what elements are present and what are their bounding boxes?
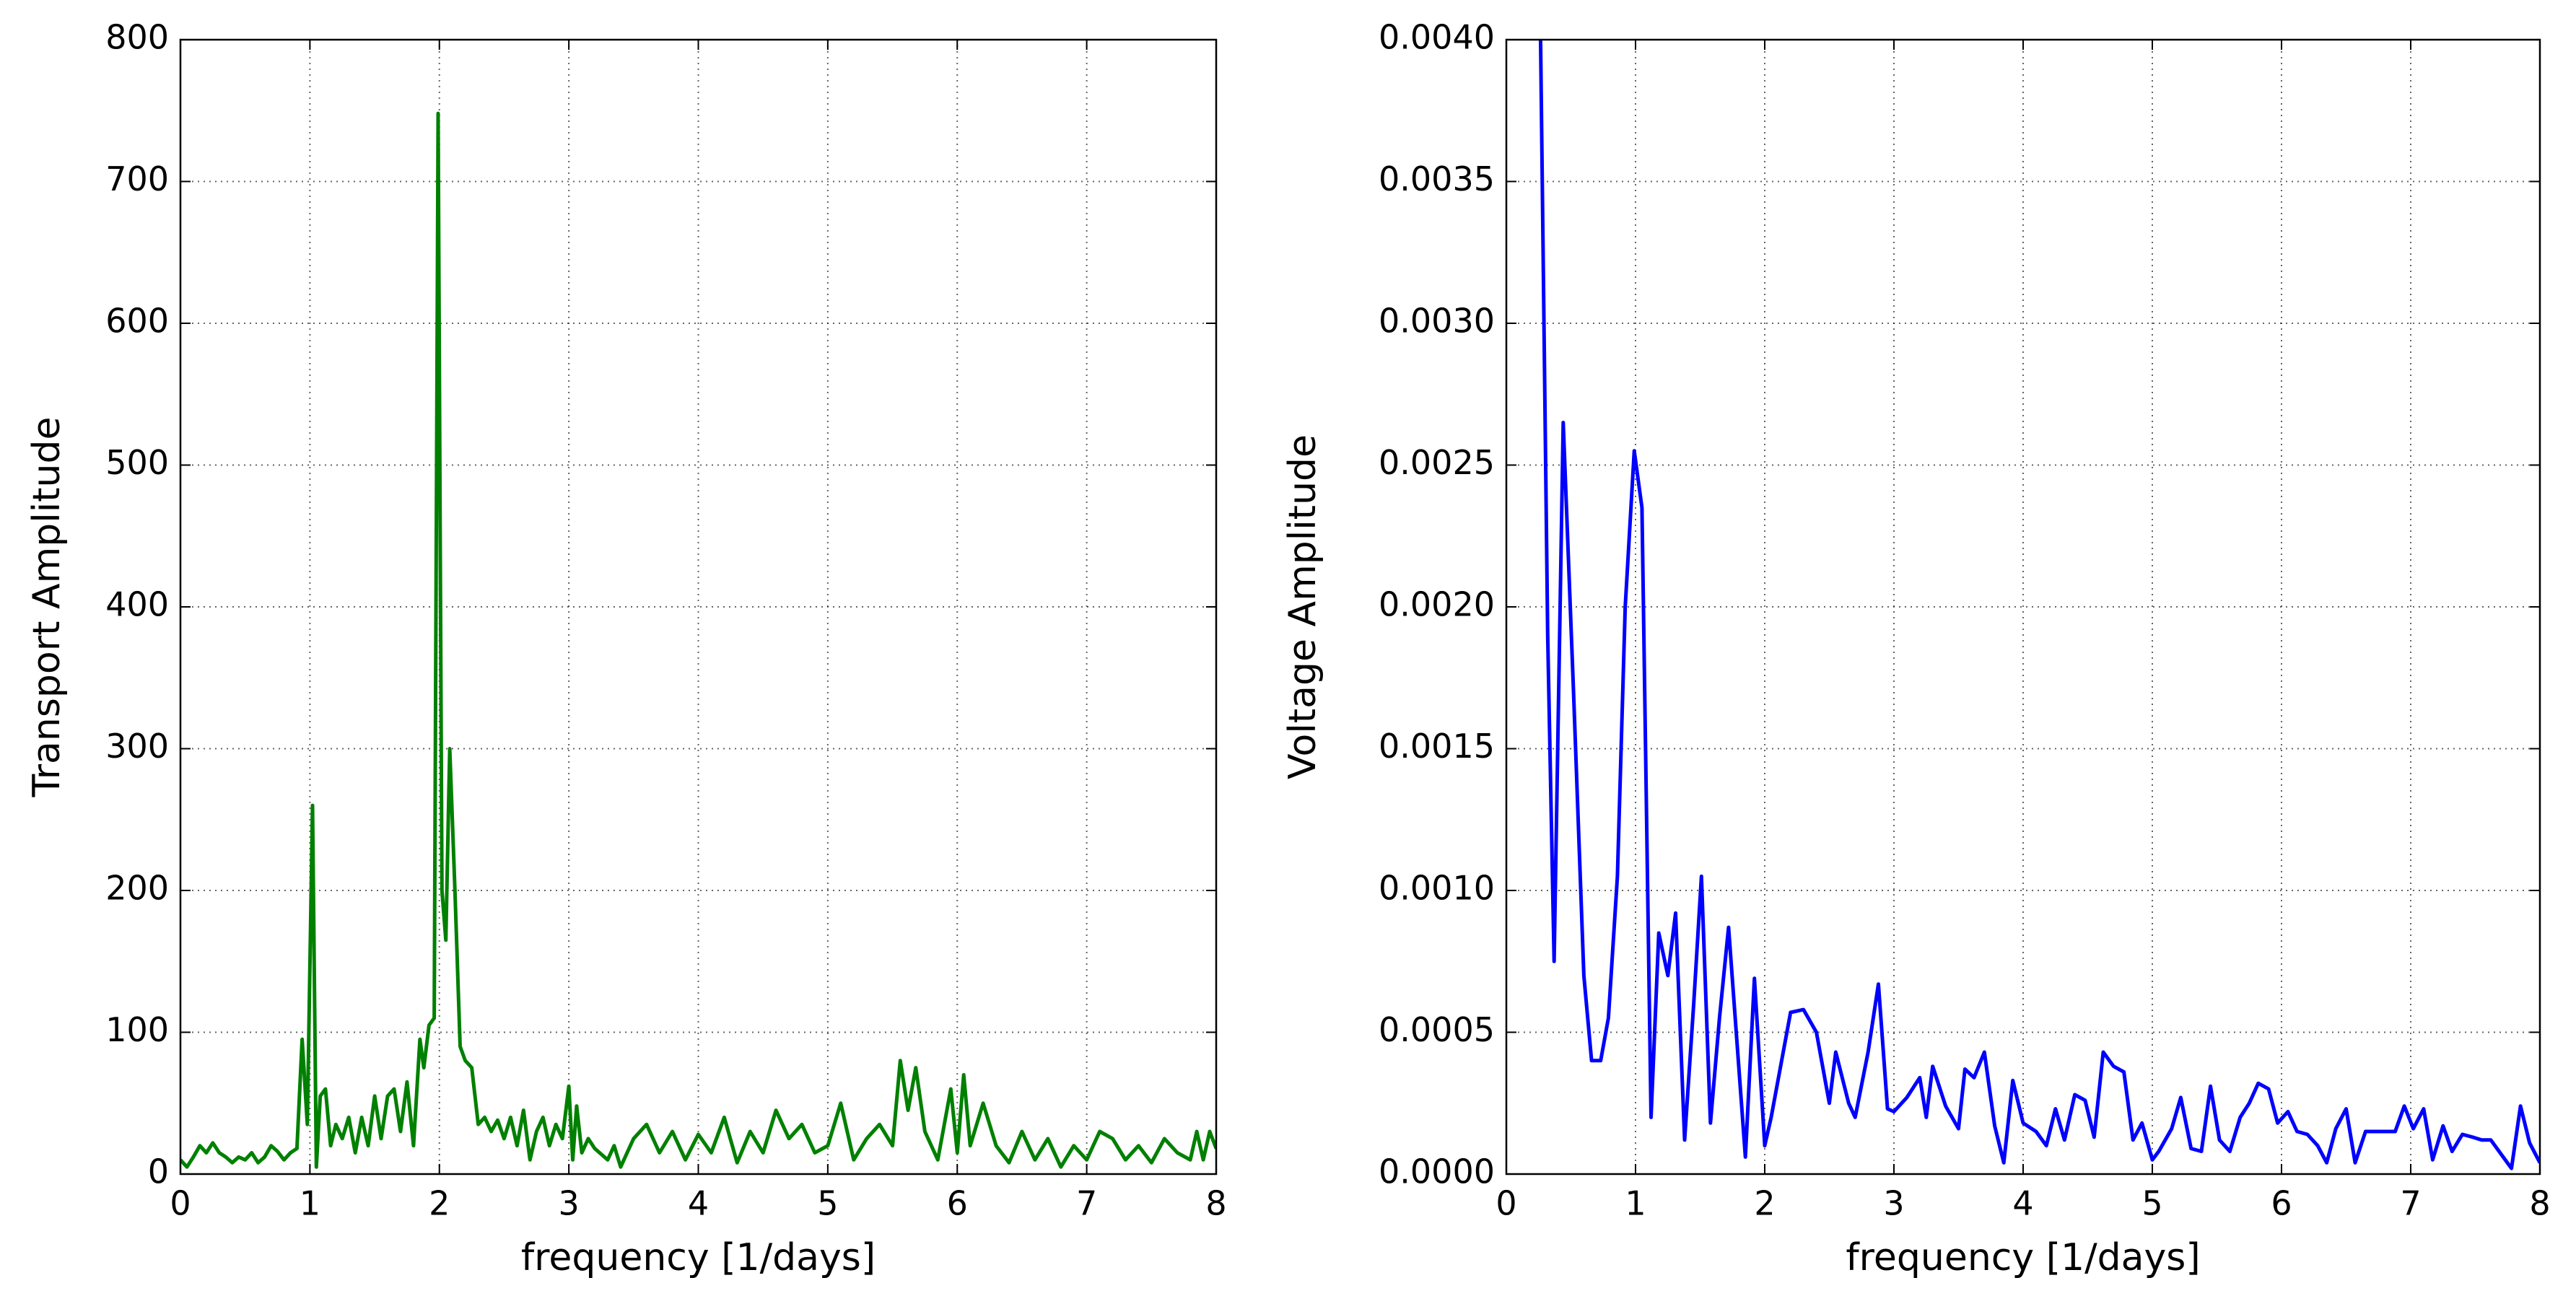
y-tick-label: 800 <box>105 18 169 57</box>
y-tick-label: 400 <box>105 585 169 624</box>
x-tick-label: 7 <box>1076 1184 1097 1223</box>
y-axis-label: Voltage Amplitude <box>1281 434 1324 779</box>
y-tick-label: 200 <box>105 869 169 908</box>
x-tick-label: 1 <box>300 1184 320 1223</box>
y-tick-label: 300 <box>105 727 169 766</box>
x-tick-label: 8 <box>2529 1184 2550 1223</box>
x-tick-label: 4 <box>2012 1184 2033 1223</box>
plot-frame <box>1505 38 2541 1176</box>
data-line <box>1538 40 2540 1170</box>
plot: 0 100 200 300 400 500 600 700 800 0 1 2 3 4 5 6 7 8 freque… <box>25 18 1227 1280</box>
y-tick-label: 0.0025 <box>1379 443 1495 482</box>
plot: 0.0000 0.0005 0.0010 0.0015 0.0020 0.0025 0.00… <box>1281 18 2551 1280</box>
x-tick-label: 5 <box>817 1184 838 1223</box>
x-tick-label: 3 <box>558 1184 579 1223</box>
y-tick-label: 0.0010 <box>1379 869 1495 908</box>
x-tick-label: 1 <box>1625 1184 1646 1223</box>
y-tick-label: 0.0040 <box>1379 18 1495 57</box>
y-tick-label: 0.0015 <box>1379 727 1495 766</box>
x-tick-label: 2 <box>429 1184 450 1223</box>
y-tick-label: 700 <box>105 159 169 198</box>
x-tick-label: 7 <box>2400 1184 2421 1223</box>
y-tick-label: 500 <box>105 443 169 482</box>
y-tick-label: 0.0030 <box>1379 302 1495 341</box>
x-axis-label: frequency [1/days] <box>1846 1236 2200 1279</box>
x-tick-label: 0 <box>1496 1184 1516 1223</box>
x-tick-label: 0 <box>170 1184 191 1223</box>
x-tick-label: 4 <box>688 1184 709 1223</box>
x-tick-label: 6 <box>947 1184 968 1223</box>
y-tick-label: 100 <box>105 1010 169 1049</box>
data-line <box>180 111 1216 1169</box>
y-tick-label: 0 <box>148 1152 169 1191</box>
x-tick-label: 2 <box>1754 1184 1775 1223</box>
y-tick-label: 0.0035 <box>1379 159 1495 198</box>
x-tick-label: 6 <box>2271 1184 2292 1223</box>
x-axis-label: frequency [1/days] <box>521 1236 876 1279</box>
y-tick-label: 0.0020 <box>1379 585 1495 624</box>
plot-frame <box>179 38 1218 1176</box>
y-axis-label: Transport Amplitude <box>25 416 69 797</box>
x-tick-label: 3 <box>1883 1184 1904 1223</box>
y-tick-label: 0.0000 <box>1379 1152 1495 1191</box>
y-tick-label: 600 <box>105 302 169 341</box>
y-tick-label: 0.0005 <box>1379 1010 1495 1049</box>
x-tick-label: 8 <box>1205 1184 1226 1223</box>
x-tick-label: 5 <box>2141 1184 2162 1223</box>
